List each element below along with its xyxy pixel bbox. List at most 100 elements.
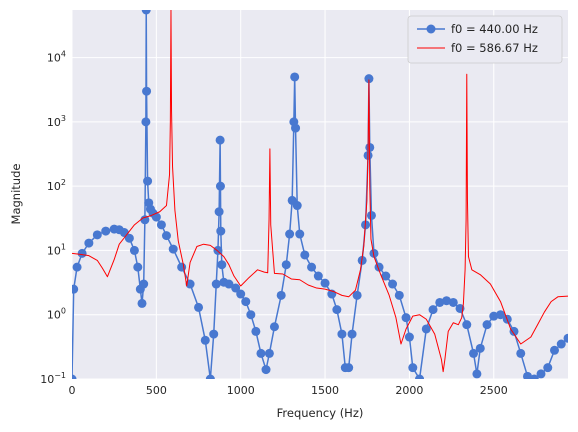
series-f0-440-point <box>509 326 519 336</box>
series-f0-440-point <box>84 238 94 248</box>
series-f0-440-point <box>475 343 485 353</box>
series-f0-440-point <box>211 279 221 289</box>
series-f0-440-point <box>516 348 526 358</box>
series-f0-440-point <box>291 123 301 133</box>
series-f0-440-point <box>205 374 215 379</box>
x-tick-label: 1000 <box>227 384 255 397</box>
y-axis-label: Magnitude <box>9 164 23 225</box>
series-f0-440-point <box>168 244 178 254</box>
series-f0-440-point <box>216 226 226 236</box>
series-f0-440-point <box>408 363 418 373</box>
y-tick-label: 101 <box>47 242 66 257</box>
series-f0-440-point <box>364 74 374 84</box>
series-f0-440-point <box>215 181 225 191</box>
series-f0-440-point <box>394 290 404 300</box>
series-f0-440-point <box>141 10 151 15</box>
series-f0-440-point <box>151 212 161 222</box>
series-f0-440-point <box>496 310 506 320</box>
series-f0-440-point <box>320 278 330 288</box>
series-f0-440-point <box>236 289 246 299</box>
series-f0-440-point <box>421 324 431 334</box>
series-f0-440-point <box>292 201 302 211</box>
series-f0-440-point <box>185 279 195 289</box>
series-f0-440-point <box>523 371 533 379</box>
series-f0-440-point <box>129 245 139 255</box>
series-f0-440-point <box>556 339 566 349</box>
series-f0-440-point <box>143 176 153 186</box>
series-f0-440-point <box>215 135 225 145</box>
series-f0-440-point <box>313 271 323 281</box>
series-f0-440-point <box>264 348 274 358</box>
series-f0-440-point <box>381 271 391 281</box>
series-f0-440-point <box>285 229 295 239</box>
series-f0-440-point <box>300 250 310 260</box>
series-f0-440-point <box>124 233 134 243</box>
series-f0-440-point <box>92 230 102 240</box>
y-tick-label: 10−1 <box>40 371 66 386</box>
series-f0-440-point <box>161 231 171 241</box>
series-f0-440-point <box>295 229 305 239</box>
series-f0-440-point <box>472 369 482 379</box>
x-tick-label: 2000 <box>395 384 423 397</box>
series-f0-440-point <box>563 333 568 343</box>
series-f0-440-point <box>231 283 241 293</box>
series-f0-440-point <box>200 335 210 345</box>
y-tick-label: 100 <box>47 307 66 322</box>
series-f0-440-point <box>369 248 379 258</box>
series-f0-440-point <box>177 262 187 272</box>
y-tick-label: 104 <box>47 50 66 65</box>
series-f0-440-point <box>344 363 354 373</box>
series-f0-440-point <box>332 305 342 315</box>
series-f0-440-point <box>489 311 499 321</box>
series-layer <box>72 10 568 379</box>
series-f0-440-point <box>72 374 77 379</box>
series-f0-440-point <box>241 297 251 307</box>
series-f0-440-point <box>366 210 376 220</box>
series-f0-440-point <box>469 348 479 358</box>
x-axis-label: Frequency (Hz) <box>277 406 364 420</box>
legend-red-label: f0 = 586.67 Hz <box>451 41 538 55</box>
series-f0-440-point <box>256 348 266 358</box>
series-f0-440-point <box>251 326 261 336</box>
series-f0-440-point <box>194 302 204 312</box>
y-tick-labels: 10−1 100 101 102 103 104 <box>40 50 66 386</box>
series-f0-440-point <box>137 298 147 308</box>
series-f0-440-point <box>246 310 256 320</box>
series-f0-440-point <box>140 215 150 225</box>
legend: f0 = 440.00 Hz f0 = 586.67 Hz <box>407 15 563 64</box>
series-f0-440-point <box>442 296 452 306</box>
plot-background <box>72 10 568 379</box>
series-f0-440-point <box>401 313 411 323</box>
grid <box>71 10 568 380</box>
series-f0-440-point <box>77 248 87 258</box>
series-f0-440-point <box>448 297 458 307</box>
series-f0-440-point <box>404 332 414 342</box>
series-f0-440-point <box>529 374 539 379</box>
series-f0-440-point <box>462 320 472 330</box>
x-tick-labels: 0 500 1000 1500 2000 2500 <box>69 384 508 397</box>
y-tick-label: 103 <box>47 114 66 129</box>
series-f0-440-point <box>217 260 227 270</box>
series-f0-440-point <box>550 345 560 355</box>
series-f0-440-point <box>101 226 111 236</box>
series-f0-440-point <box>337 329 347 339</box>
series-f0-440-point <box>536 369 546 379</box>
series-f0-440-point <box>72 262 82 272</box>
series-f0-440-point <box>209 329 219 339</box>
series-f0-440-point <box>388 279 398 289</box>
series-f0-440-point <box>347 329 357 339</box>
series-f0-440-point <box>72 284 79 294</box>
series-f0-440-point <box>142 86 152 96</box>
legend-box <box>407 15 563 64</box>
series-f0-440-point <box>224 279 234 289</box>
legend-blue-label: f0 = 440.00 Hz <box>451 22 538 36</box>
series-f0-440-point <box>352 290 362 300</box>
series-f0-440-point <box>543 363 553 373</box>
series-f0-440-point <box>261 365 271 375</box>
y-tick-label: 102 <box>47 178 66 193</box>
x-tick-label: 500 <box>146 384 167 397</box>
series-f0-440-point <box>214 207 224 217</box>
series-f0-440-point <box>276 290 286 300</box>
series-f0-440-point <box>415 374 425 379</box>
